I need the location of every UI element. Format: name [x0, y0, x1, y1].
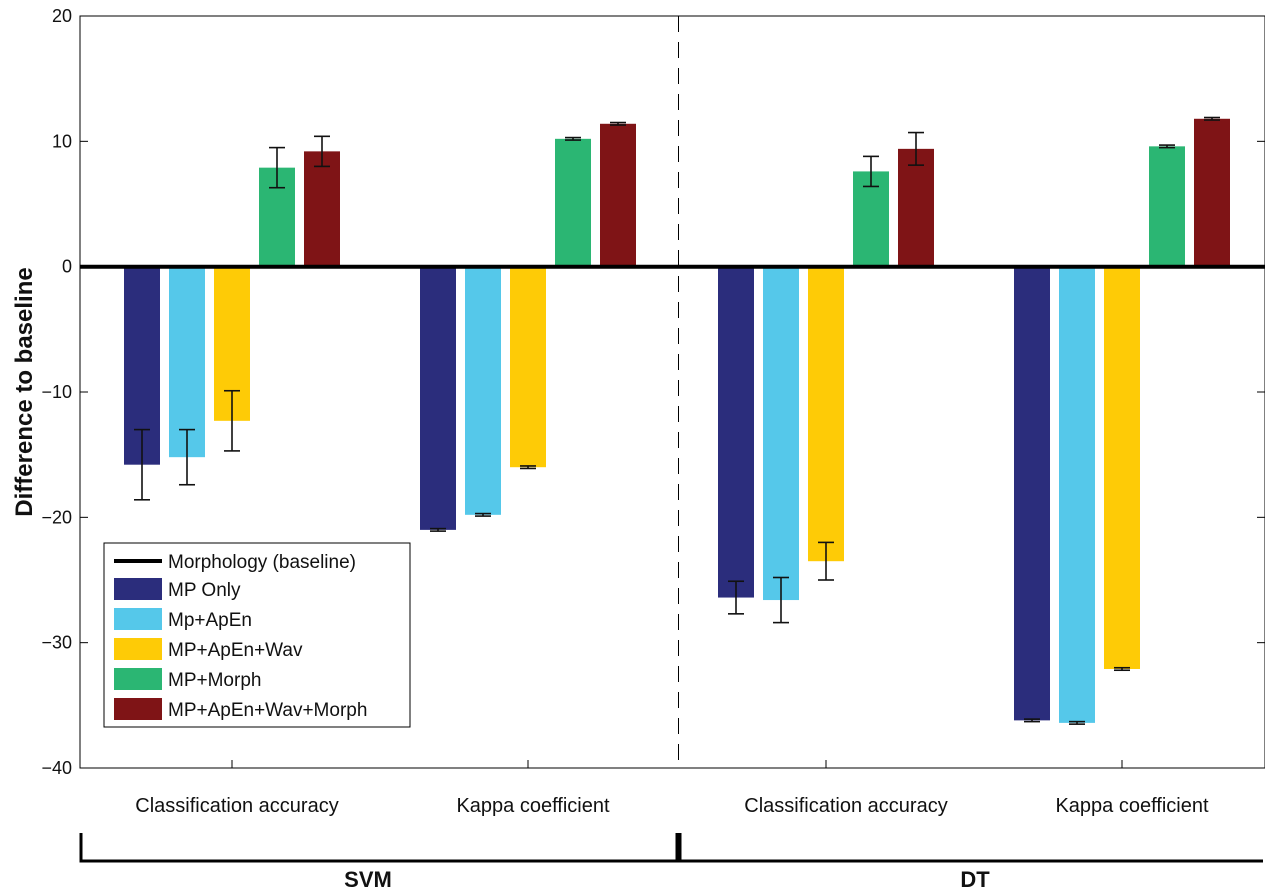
- y-tick-label: 10: [52, 131, 72, 151]
- legend-swatch: [114, 578, 162, 600]
- y-tick-label: −10: [41, 382, 72, 402]
- y-tick-label: −40: [41, 758, 72, 778]
- errorbar-layer: [134, 116, 1220, 725]
- bar: [718, 266, 754, 598]
- bar-layer: [124, 118, 1230, 723]
- bar: [898, 148, 934, 267]
- bar: [600, 123, 636, 267]
- bar: [1194, 118, 1230, 267]
- legend-label: MP+ApEn+Wav+Morph: [168, 700, 367, 721]
- bar: [510, 266, 546, 468]
- bar: [1014, 266, 1050, 721]
- category-label: Classification accuracy: [135, 795, 338, 817]
- group-label-svm: SVM: [344, 867, 392, 890]
- legend-swatch: [114, 668, 162, 690]
- bar: [169, 266, 205, 458]
- legend: Morphology (baseline) MP Only Mp+ApEn MP+A…: [103, 542, 411, 728]
- category-label: Kappa coefficient: [1055, 795, 1209, 817]
- y-tick-label: −20: [41, 507, 72, 527]
- legend-swatch: [114, 698, 162, 720]
- bar: [808, 266, 844, 562]
- bar: [555, 138, 591, 267]
- svm-bracket: [79, 833, 679, 863]
- legend-label: Mp+ApEn: [168, 610, 252, 631]
- category-label: Kappa coefficient: [456, 795, 610, 817]
- bar: [465, 266, 501, 515]
- y-axis-label: Difference to baseline: [11, 267, 38, 516]
- bar: [853, 171, 889, 267]
- y-tick-label: 0: [62, 257, 72, 277]
- bar: [420, 266, 456, 530]
- bar: [1059, 266, 1095, 723]
- y-axis-ticks: 20 10 0 −10 −20 −30 −40: [41, 6, 1265, 778]
- legend-swatch: [114, 608, 162, 630]
- bar: [304, 151, 340, 267]
- bar: [1149, 146, 1185, 267]
- legend-label: MP Only: [168, 580, 241, 601]
- bar: [763, 266, 799, 601]
- y-tick-label: −30: [41, 633, 72, 653]
- x-axis-ticks: [231, 760, 1123, 768]
- dt-bracket: [678, 833, 1263, 863]
- bar: [1104, 266, 1140, 669]
- legend-label: MP+ApEn+Wav: [168, 640, 303, 661]
- legend-label: Morphology (baseline): [168, 552, 356, 573]
- category-label: Classification accuracy: [744, 795, 947, 817]
- legend-label: MP+Morph: [168, 670, 261, 691]
- legend-box: [103, 542, 411, 728]
- legend-swatch: [114, 638, 162, 660]
- y-tick-label: 20: [52, 6, 72, 26]
- group-label-dt: DT: [960, 867, 990, 890]
